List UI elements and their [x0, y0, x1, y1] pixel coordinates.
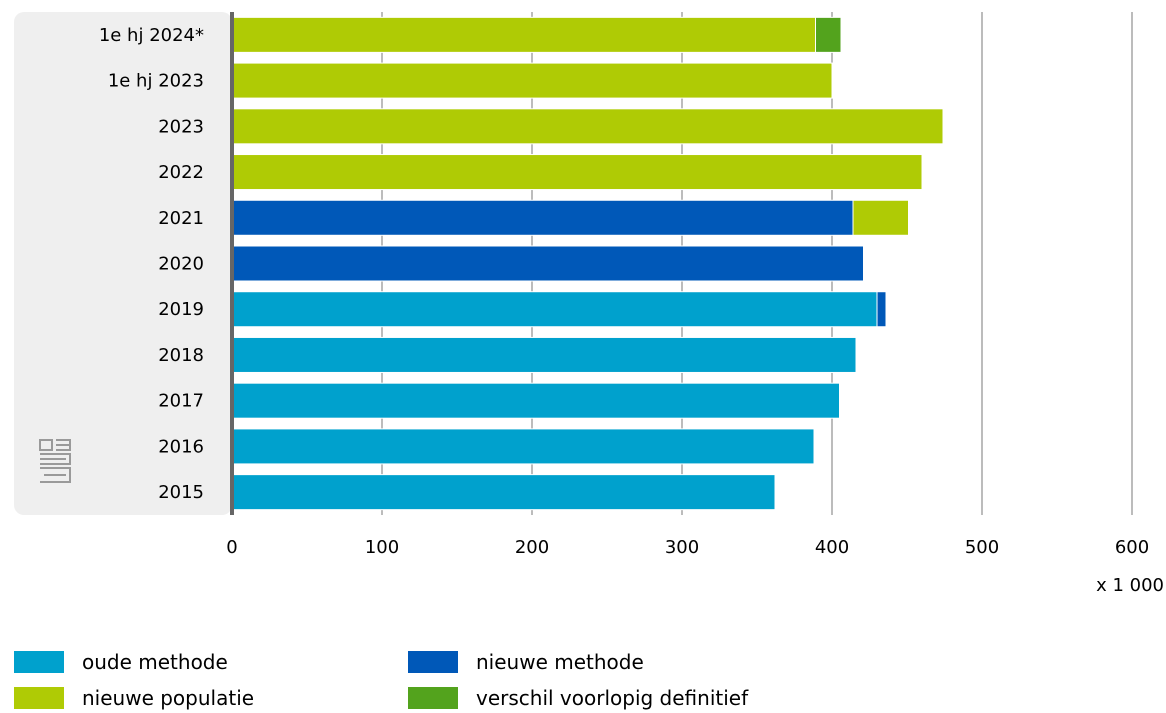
legend-swatch	[408, 651, 458, 673]
category-label: 2017	[158, 391, 204, 412]
category-labels: 1e hj 2024* 1e hj 2023 2023 2022 2021 2020 201…	[99, 25, 204, 503]
category-label: 1e hj 2024*	[99, 25, 204, 46]
category-label: 2023	[158, 116, 204, 137]
category-label: 2022	[158, 162, 204, 183]
x-tick-label: 300	[665, 537, 699, 558]
bar-segment	[815, 16, 842, 53]
x-tick-label: 600	[1115, 537, 1149, 558]
bar-segment	[231, 245, 864, 282]
bar-segment	[876, 291, 887, 328]
bar-segment	[231, 62, 833, 99]
bar-segment	[852, 199, 909, 236]
bar-segment	[231, 199, 854, 236]
bars	[231, 16, 944, 511]
x-tick-label: 400	[815, 537, 849, 558]
category-label: 2016	[158, 436, 204, 457]
x-tick-label: 500	[965, 537, 999, 558]
cbs-logo	[39, 439, 71, 483]
legend-label: nieuwe methode	[476, 650, 644, 674]
x-tick-label: 100	[365, 537, 399, 558]
bar-segment	[231, 474, 776, 511]
legend-swatch	[14, 687, 64, 709]
category-label: 1e hj 2023	[108, 71, 204, 92]
bar-segment	[231, 291, 878, 328]
legend-item-verschil-voorlopig-definitief: verschil voorlopig definitief	[408, 686, 748, 710]
legend-label: nieuwe populatie	[82, 686, 255, 710]
legend-label: verschil voorlopig definitief	[476, 686, 749, 710]
x-tick-label: 0	[226, 537, 237, 558]
legend: oude methode nieuwe methode nieuwe popul…	[14, 650, 1114, 710]
bar-segment	[231, 108, 944, 145]
x-unit-label: x 1 000	[1096, 575, 1164, 596]
legend-item-oude-methode: oude methode	[14, 650, 228, 674]
bar-segment	[231, 382, 840, 419]
bar-segment	[231, 336, 857, 373]
x-tick-label: 200	[515, 537, 549, 558]
category-label: 2018	[158, 345, 204, 366]
category-label: 2015	[158, 482, 204, 503]
category-label: 2020	[158, 254, 204, 275]
legend-item-nieuwe-methode: nieuwe methode	[408, 650, 644, 674]
bar-segment	[231, 16, 816, 53]
category-label: 2021	[158, 208, 204, 229]
y-axis-line	[230, 12, 234, 515]
legend-swatch	[408, 687, 458, 709]
legend-item-nieuwe-populatie: nieuwe populatie	[14, 686, 254, 710]
bar-chart: 1e hj 2024* 1e hj 2023 2023 2022 2021 2020 201…	[14, 12, 1164, 596]
bar-segment	[231, 428, 815, 465]
bar-segment	[231, 154, 923, 191]
label-panel	[14, 12, 232, 515]
legend-swatch	[14, 651, 64, 673]
x-tick-labels: 0 100 200 300 400 500 600	[226, 537, 1149, 558]
legend-label: oude methode	[82, 650, 228, 674]
category-label: 2019	[158, 299, 204, 320]
